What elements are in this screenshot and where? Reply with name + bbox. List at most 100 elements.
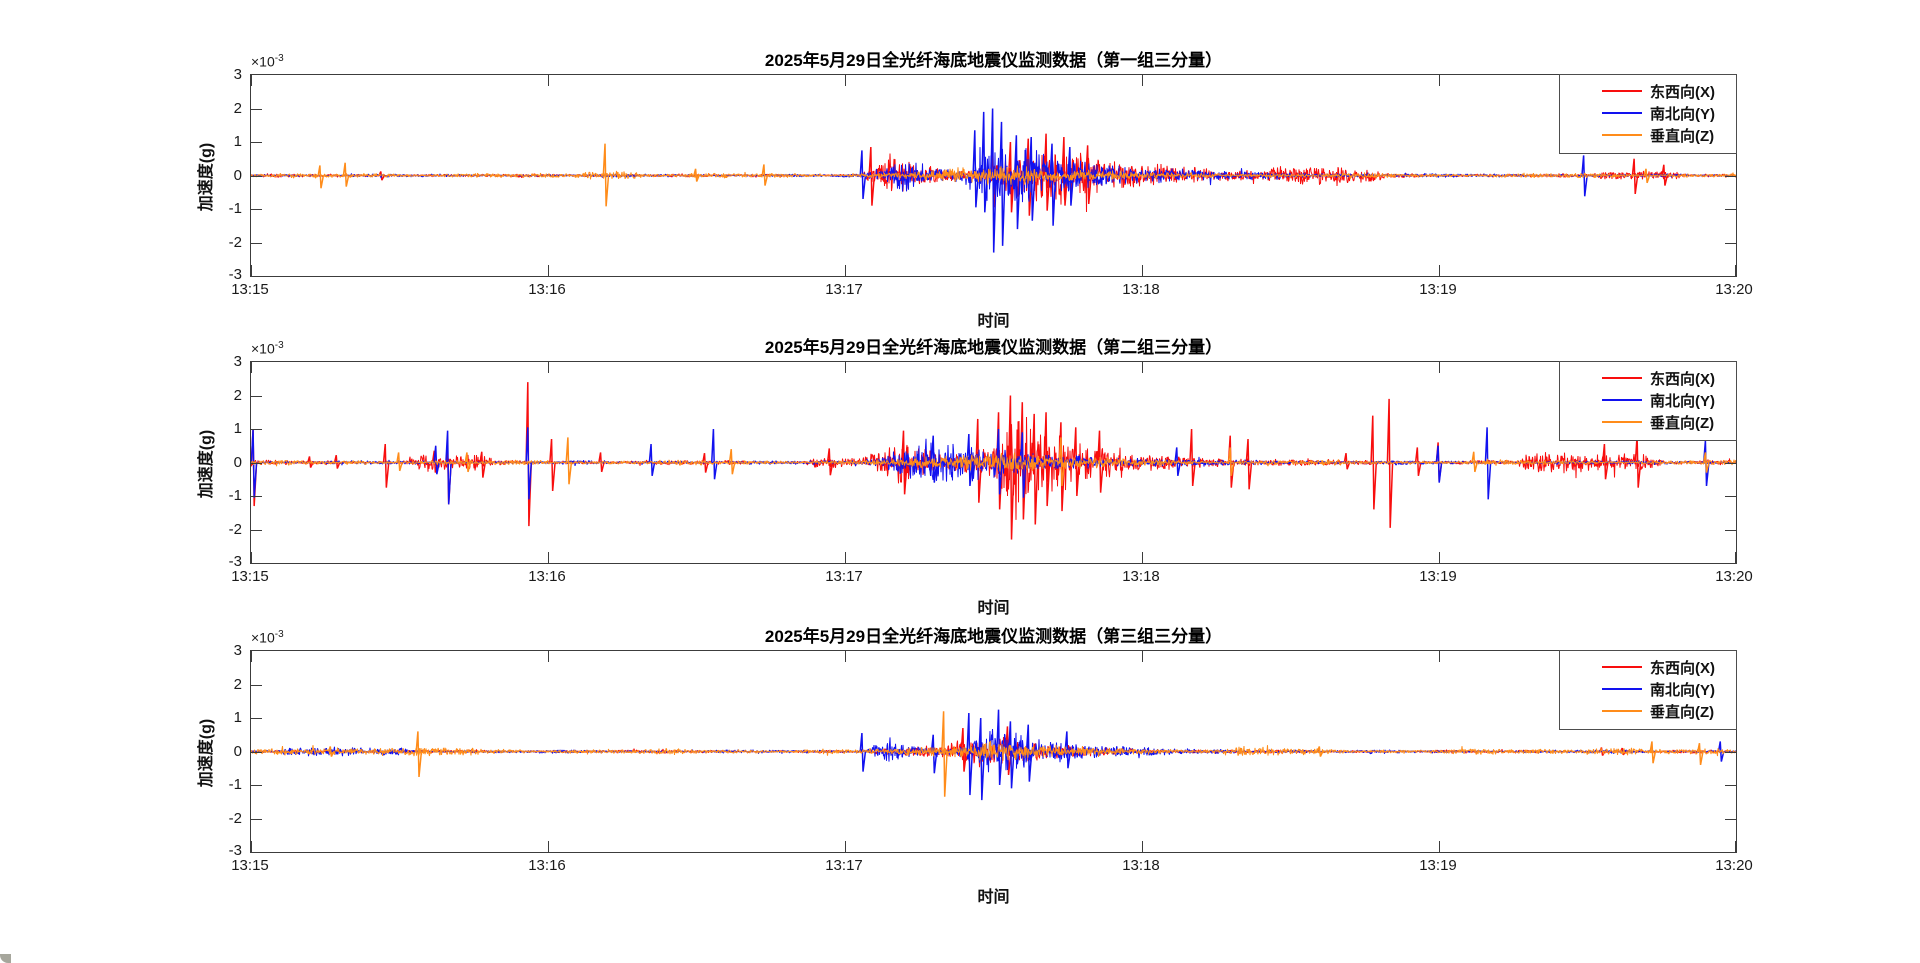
legend-line-swatch — [1602, 377, 1642, 379]
x-tick-label: 13:17 — [825, 281, 863, 298]
y-tick — [1725, 819, 1736, 820]
subplot-title: 2025年5月29日全光纤海底地震仪监测数据（第一组三分量） — [764, 51, 1223, 70]
legend-row: 南北向(Y) — [1560, 102, 1736, 124]
x-tick-label: 13:15 — [231, 857, 269, 874]
y-tick — [251, 718, 262, 719]
y-tick — [1725, 209, 1736, 210]
exponent-power: -3 — [274, 53, 284, 64]
y-tick — [251, 530, 262, 531]
y-tick — [1725, 785, 1736, 786]
legend: 东西向(X) 南北向(Y) 垂直向(Z) — [1559, 650, 1737, 730]
y-tick — [251, 819, 262, 820]
window-corner-artifact — [0, 954, 11, 963]
legend-label: 南北向(Y) — [1650, 392, 1715, 410]
legend-label: 南北向(Y) — [1650, 681, 1715, 699]
x-tick-label: 13:18 — [1122, 281, 1160, 298]
x-tick — [845, 651, 846, 662]
exponent-base: ×10 — [251, 629, 275, 646]
y-tick-label: -1 — [228, 200, 242, 217]
y-tick-label: -1 — [228, 487, 242, 504]
x-tick — [251, 265, 252, 276]
x-tick-label: 13:17 — [825, 568, 863, 585]
x-tick — [1439, 75, 1440, 86]
x-tick — [1142, 552, 1143, 563]
legend-line-swatch — [1602, 399, 1642, 401]
waveform-canvas — [251, 362, 1736, 563]
exponent-base: ×10 — [251, 53, 275, 70]
exponent-base: ×10 — [251, 340, 275, 357]
legend-row: 东西向(X) — [1560, 80, 1736, 102]
waveform-canvas — [251, 651, 1736, 852]
x-tick — [845, 75, 846, 86]
x-axis-label: 时间 — [977, 889, 1010, 906]
subplot-title: 2025年5月29日全光纤海底地震仪监测数据（第二组三分量） — [764, 338, 1223, 357]
x-tick-label: 13:16 — [528, 568, 566, 585]
x-tick — [845, 841, 846, 852]
x-tick-label: 13:16 — [528, 281, 566, 298]
x-tick — [1142, 362, 1143, 373]
legend: 东西向(X) 南北向(Y) 垂直向(Z) — [1559, 361, 1737, 441]
x-tick-label: 13:19 — [1419, 281, 1457, 298]
y-tick — [1725, 530, 1736, 531]
legend-row: 东西向(X) — [1560, 367, 1736, 389]
y-tick — [1725, 752, 1736, 753]
y-tick-label: 1 — [233, 420, 242, 437]
x-tick-label: 13:20 — [1715, 857, 1753, 874]
y-tick — [251, 463, 262, 464]
x-axis-label: 时间 — [977, 313, 1010, 330]
legend-row: 南北向(Y) — [1560, 678, 1736, 700]
plot-area: 东西向(X) 南北向(Y) 垂直向(Z) — [250, 74, 1737, 277]
y-axis-exponent: ×10-3 — [251, 629, 284, 646]
legend-label: 南北向(Y) — [1650, 105, 1715, 123]
legend-row: 垂直向(Z) — [1560, 124, 1736, 146]
x-tick — [1735, 265, 1736, 276]
x-tick — [1735, 841, 1736, 852]
x-tick — [548, 362, 549, 373]
x-tick — [251, 651, 252, 662]
y-tick — [251, 429, 262, 430]
legend-label: 垂直向(Z) — [1650, 414, 1715, 432]
y-tick-label: 1 — [233, 133, 242, 150]
plot-area: 东西向(X) 南北向(Y) 垂直向(Z) — [250, 650, 1737, 853]
y-tick-label: 1 — [233, 709, 242, 726]
legend-line-swatch — [1602, 421, 1642, 423]
x-tick — [251, 552, 252, 563]
y-tick-label: -1 — [228, 776, 242, 793]
y-tick-label: -3 — [228, 842, 242, 859]
legend-label: 东西向(X) — [1650, 659, 1715, 677]
legend-label: 垂直向(Z) — [1650, 127, 1715, 145]
x-tick — [1142, 75, 1143, 86]
y-tick — [251, 752, 262, 753]
x-tick — [1735, 552, 1736, 563]
y-tick — [251, 685, 262, 686]
x-tick — [845, 362, 846, 373]
legend-line-swatch — [1602, 112, 1642, 114]
y-tick-label: -3 — [228, 266, 242, 283]
legend-label: 东西向(X) — [1650, 370, 1715, 388]
x-tick-label: 13:16 — [528, 857, 566, 874]
y-tick — [1725, 176, 1736, 177]
y-tick — [251, 785, 262, 786]
y-tick-label: 3 — [233, 66, 242, 83]
x-tick — [251, 841, 252, 852]
y-tick — [251, 243, 262, 244]
x-tick-label: 13:17 — [825, 857, 863, 874]
x-tick — [1142, 651, 1143, 662]
legend-row: 东西向(X) — [1560, 656, 1736, 678]
x-tick-label: 13:19 — [1419, 857, 1457, 874]
y-tick-label: 0 — [233, 454, 242, 471]
x-tick-label: 13:15 — [231, 281, 269, 298]
y-tick-label: 3 — [233, 353, 242, 370]
y-tick — [1725, 496, 1736, 497]
x-tick — [251, 75, 252, 86]
x-tick — [548, 841, 549, 852]
x-tick-label: 13:15 — [231, 568, 269, 585]
x-tick — [548, 651, 549, 662]
subplot-title: 2025年5月29日全光纤海底地震仪监测数据（第三组三分量） — [764, 627, 1223, 646]
x-tick — [1439, 651, 1440, 662]
x-tick — [845, 552, 846, 563]
y-tick — [251, 396, 262, 397]
y-tick-label: -2 — [228, 810, 242, 827]
x-tick — [251, 362, 252, 373]
